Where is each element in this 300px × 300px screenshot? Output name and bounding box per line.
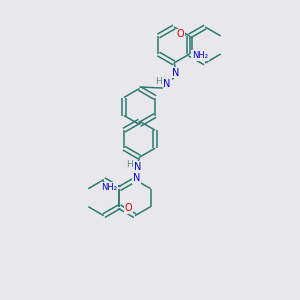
Text: N: N	[172, 68, 179, 78]
Text: N: N	[133, 173, 140, 183]
Text: O: O	[177, 29, 184, 40]
Text: N: N	[134, 162, 142, 172]
Text: NH₂: NH₂	[192, 51, 208, 60]
Text: N: N	[164, 79, 171, 89]
Text: NH₂: NH₂	[101, 183, 117, 192]
Text: O: O	[124, 203, 132, 213]
Text: H: H	[126, 160, 132, 169]
Text: H: H	[155, 77, 161, 86]
